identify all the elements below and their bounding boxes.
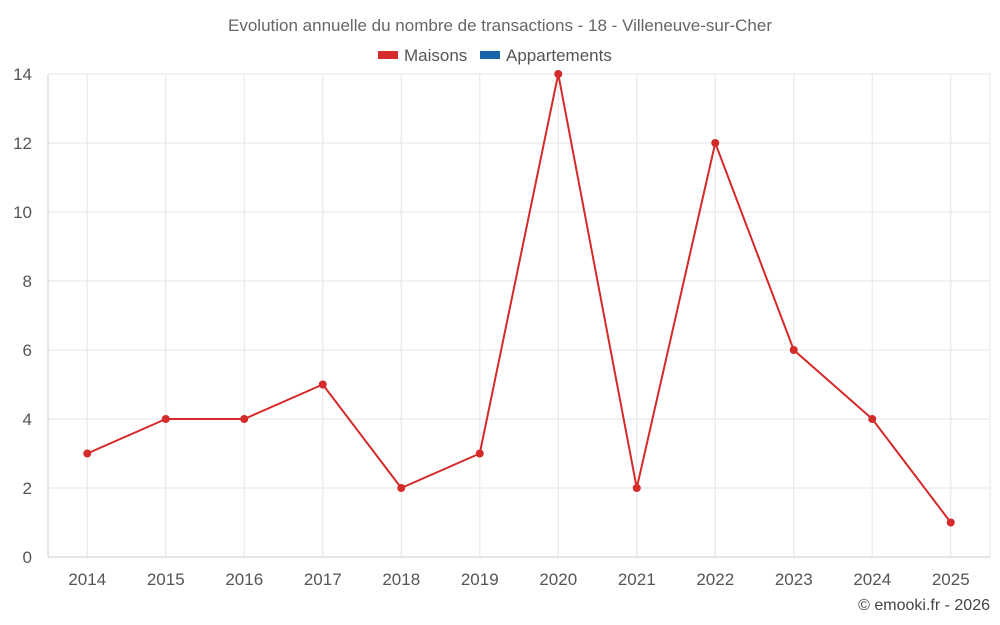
- x-tick-label: 2024: [853, 570, 891, 589]
- x-tick-label: 2023: [775, 570, 813, 589]
- legend[interactable]: Maisons Appartements: [378, 46, 612, 65]
- y-tick-label: 12: [13, 134, 32, 153]
- x-tick-label: 2017: [304, 570, 342, 589]
- data-point-maisons-2024: [868, 415, 877, 423]
- x-tick-label: 2025: [932, 570, 970, 589]
- y-tick-label: 6: [23, 341, 32, 360]
- x-tick-label: 2014: [68, 570, 106, 589]
- data-point-maisons-2021: [632, 484, 641, 492]
- y-tick-label: 14: [13, 65, 32, 84]
- credit: © emooki.fr - 2026: [858, 597, 990, 614]
- legend-item-appartements[interactable]: Appartements: [480, 46, 612, 65]
- data-point-maisons-2014: [83, 449, 92, 458]
- x-tick-label: 2020: [539, 570, 577, 589]
- y-tick-label: 10: [13, 203, 32, 222]
- y-tick-label: 2: [23, 479, 32, 498]
- x-tick-label: 2018: [382, 570, 420, 589]
- data-point-maisons-2025: [946, 518, 955, 527]
- legend-label-maisons: Maisons: [404, 46, 467, 65]
- y-tick-label: 8: [23, 272, 32, 291]
- data-point-maisons-2022: [711, 139, 720, 147]
- data-point-maisons-2019: [475, 449, 484, 458]
- data-point-maisons-2017: [318, 380, 327, 389]
- data-point-maisons-2015: [161, 415, 170, 423]
- series-line-maisons: [86, 73, 952, 524]
- y-tick-label: 0: [23, 548, 32, 567]
- data-point-maisons-2020: [554, 70, 563, 78]
- x-tick-label: 2015: [147, 570, 185, 589]
- legend-item-maisons[interactable]: Maisons: [378, 46, 467, 65]
- y-tick-label: 4: [23, 410, 32, 429]
- x-tick-label: 2022: [696, 570, 734, 589]
- x-tick-label: 2019: [461, 570, 499, 589]
- legend-swatch-maisons: [378, 51, 398, 59]
- x-tick-label: 2021: [618, 570, 656, 589]
- plot-area: 0 2 4 6 8 10 12 14 2014 2015 2016 2017 2018 2019 2020 2…: [13, 65, 991, 589]
- x-tick-label: 2016: [225, 570, 263, 589]
- legend-swatch-appartements: [480, 51, 500, 59]
- chart-title: Evolution annuelle du nombre de transact…: [228, 16, 772, 35]
- data-point-maisons-2018: [397, 484, 406, 492]
- data-point-maisons-2016: [240, 415, 249, 423]
- legend-label-appartements: Appartements: [506, 46, 612, 65]
- data-point-maisons-2023: [789, 346, 798, 354]
